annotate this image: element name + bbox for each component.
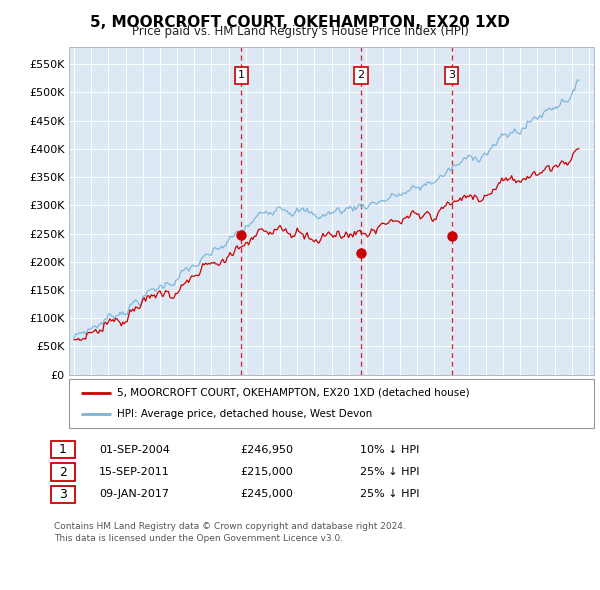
Text: 2: 2 — [59, 466, 67, 478]
Text: 1: 1 — [59, 443, 67, 456]
Text: 3: 3 — [448, 70, 455, 80]
Text: £245,000: £245,000 — [240, 490, 293, 499]
Text: 09-JAN-2017: 09-JAN-2017 — [99, 490, 169, 499]
Text: Contains HM Land Registry data © Crown copyright and database right 2024.
This d: Contains HM Land Registry data © Crown c… — [54, 522, 406, 543]
Text: 5, MOORCROFT COURT, OKEHAMPTON, EX20 1XD (detached house): 5, MOORCROFT COURT, OKEHAMPTON, EX20 1XD… — [117, 388, 470, 398]
Text: 25% ↓ HPI: 25% ↓ HPI — [360, 467, 419, 477]
Text: 10% ↓ HPI: 10% ↓ HPI — [360, 445, 419, 454]
Text: 25% ↓ HPI: 25% ↓ HPI — [360, 490, 419, 499]
Text: 5, MOORCROFT COURT, OKEHAMPTON, EX20 1XD: 5, MOORCROFT COURT, OKEHAMPTON, EX20 1XD — [90, 15, 510, 30]
Text: HPI: Average price, detached house, West Devon: HPI: Average price, detached house, West… — [117, 409, 372, 419]
Text: 3: 3 — [59, 488, 67, 501]
Text: 01-SEP-2004: 01-SEP-2004 — [99, 445, 170, 454]
Text: Price paid vs. HM Land Registry's House Price Index (HPI): Price paid vs. HM Land Registry's House … — [131, 25, 469, 38]
Text: 2: 2 — [357, 70, 364, 80]
Text: 1: 1 — [238, 70, 245, 80]
Text: 15-SEP-2011: 15-SEP-2011 — [99, 467, 170, 477]
Text: £246,950: £246,950 — [240, 445, 293, 454]
Text: £215,000: £215,000 — [240, 467, 293, 477]
